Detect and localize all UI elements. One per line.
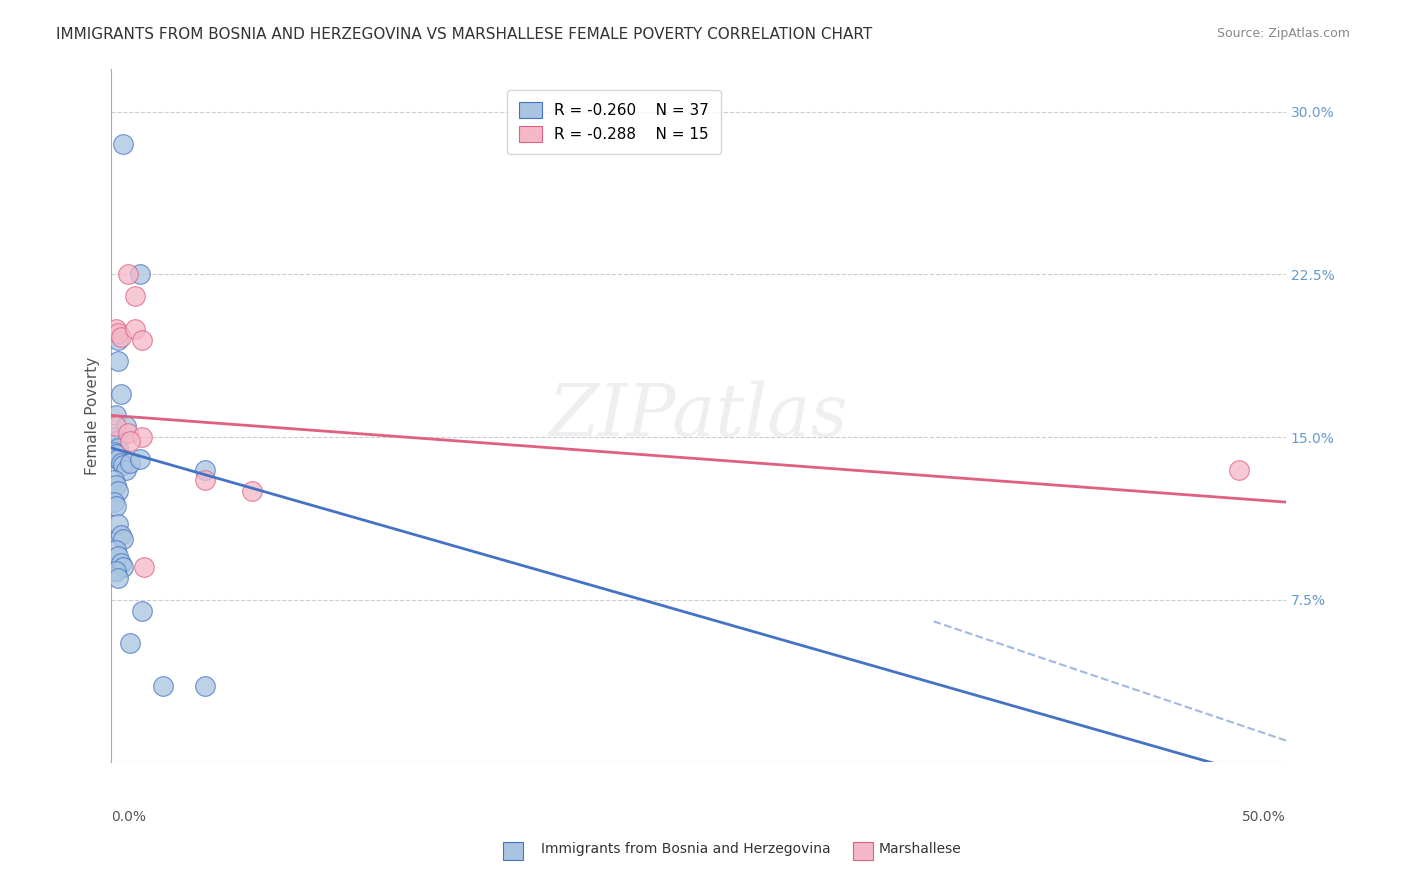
Point (152, 679, 174, 693)
Point (134, 560, 156, 574)
Point (240, 484, 263, 499)
Y-axis label: Female Poverty: Female Poverty (86, 356, 100, 475)
Text: 50.0%: 50.0% (1243, 810, 1286, 824)
Point (131, 430, 153, 444)
Text: 0.0%: 0.0% (111, 810, 146, 824)
Point (128, 268, 150, 282)
Point (110, 456, 132, 470)
Point (124, 289, 146, 303)
Point (112, 137, 135, 152)
Point (107, 354, 129, 368)
Point (114, 419, 136, 434)
Point (103, 430, 125, 444)
Point (105, 447, 128, 461)
Point (107, 441, 129, 455)
Point (110, 527, 132, 541)
Point (120, 636, 142, 650)
Text: ZIPatlas: ZIPatlas (548, 380, 849, 450)
Point (107, 484, 129, 499)
Point (194, 462, 217, 476)
Text: IMMIGRANTS FROM BOSNIA AND HERZEGOVINA VS MARSHALLESE FEMALE POVERTY CORRELATION: IMMIGRANTS FROM BOSNIA AND HERZEGOVINA V… (56, 27, 873, 42)
Point (107, 516, 129, 531)
Point (194, 679, 217, 693)
Point (107, 326, 129, 340)
Point (105, 500, 128, 514)
Point (131, 333, 153, 347)
Point (112, 532, 135, 546)
Text: Marshallese: Marshallese (879, 842, 962, 856)
Point (105, 542, 128, 557)
Point (103, 495, 125, 509)
Point (120, 456, 142, 470)
Point (105, 419, 128, 434)
Point (110, 386, 132, 401)
Point (110, 330, 132, 344)
Text: Immigrants from Bosnia and Herzegovina: Immigrants from Bosnia and Herzegovina (541, 842, 831, 856)
Point (117, 425, 139, 440)
Point (112, 458, 135, 473)
Point (107, 549, 129, 564)
Text: Source: ZipAtlas.com: Source: ZipAtlas.com (1216, 27, 1350, 40)
Point (107, 333, 129, 347)
Point (114, 462, 136, 476)
Point (107, 451, 129, 466)
Point (105, 434, 128, 449)
Point (120, 434, 142, 449)
Point (124, 321, 146, 335)
Point (128, 451, 150, 466)
Point (107, 571, 129, 585)
Point (103, 445, 125, 459)
Point (117, 268, 139, 282)
Legend: R = -0.260    N = 37, R = -0.288    N = 15: R = -0.260 N = 37, R = -0.288 N = 15 (506, 90, 721, 154)
Point (1227, 462, 1250, 476)
Point (110, 556, 132, 570)
Point (112, 560, 135, 574)
Point (194, 474, 217, 488)
Point (105, 477, 128, 491)
Point (103, 474, 125, 488)
Point (105, 321, 128, 335)
Point (105, 565, 128, 579)
Point (105, 409, 128, 423)
Point (131, 603, 153, 617)
